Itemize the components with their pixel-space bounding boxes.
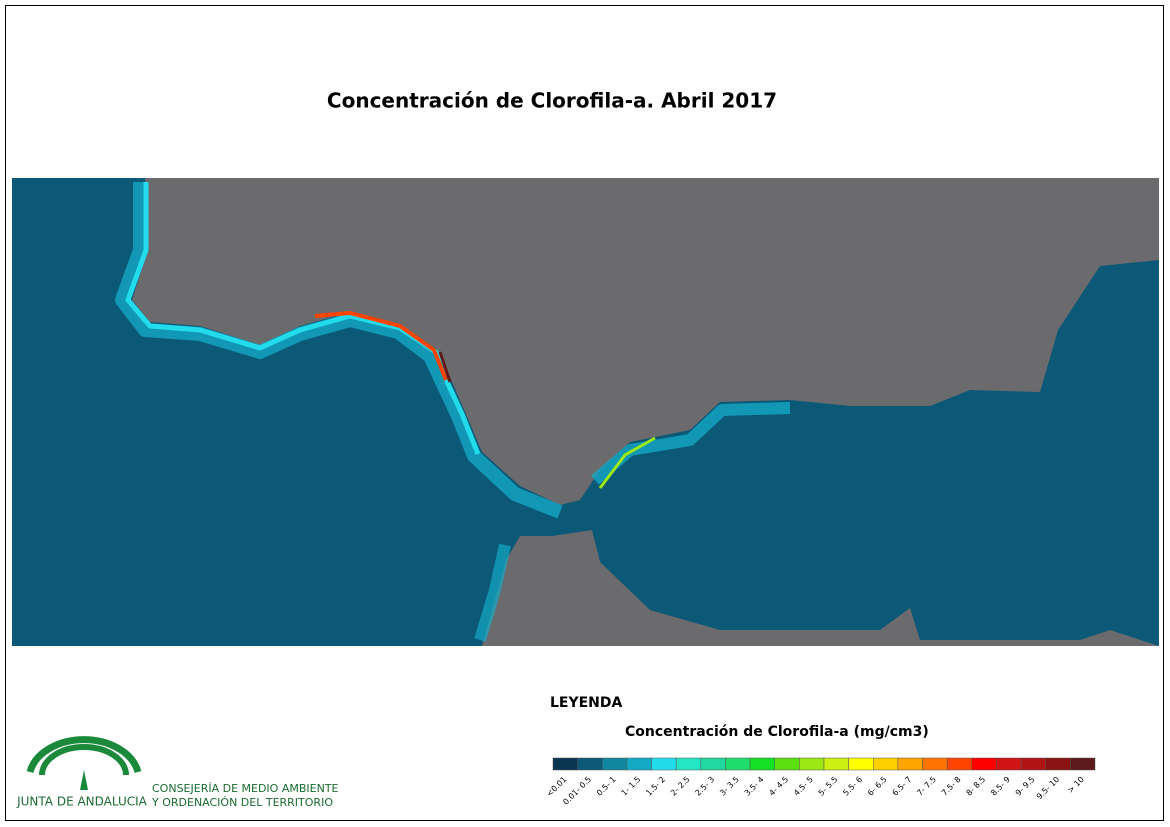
coastal-band bbox=[598, 436, 656, 489]
legend-subtitle: Concentración de Clorofila-a (mg/cm3) bbox=[625, 724, 929, 740]
legend-swatch bbox=[1020, 757, 1046, 771]
logo-department: CONSEJERÍA DE MEDIO AMBIENTE bbox=[152, 782, 339, 795]
legend-swatch bbox=[626, 757, 652, 771]
coastal-band bbox=[125, 182, 481, 455]
map-title: Concentración de Clorofila-a. Abril 2017 bbox=[327, 89, 777, 113]
legend-swatch bbox=[1070, 757, 1096, 771]
logo: JUNTA DE ANDALUCIA CONSEJERÍA DE MEDIO A… bbox=[16, 736, 339, 809]
logo-department: Y ORDENACIÓN DEL TERRITORIO bbox=[151, 796, 333, 809]
legend-swatch bbox=[946, 757, 973, 771]
sea bbox=[12, 178, 1159, 646]
legend-swatch bbox=[675, 757, 702, 771]
legend-swatch bbox=[897, 757, 923, 771]
legend-swatch bbox=[725, 757, 751, 771]
coastal-band bbox=[314, 311, 448, 381]
coastal-band bbox=[438, 351, 452, 383]
legend-swatch bbox=[873, 757, 899, 771]
legend-swatch bbox=[774, 757, 800, 771]
legend-swatch bbox=[651, 757, 677, 771]
legend-swatch bbox=[577, 757, 603, 771]
legend-swatch bbox=[1045, 757, 1071, 771]
legend-heading: LEYENDA bbox=[550, 695, 623, 711]
map bbox=[12, 178, 1159, 646]
legend-swatch bbox=[700, 757, 726, 771]
legend-swatch bbox=[602, 757, 628, 771]
legend-swatch bbox=[996, 757, 1022, 771]
legend-swatch bbox=[749, 757, 775, 771]
legend-swatch bbox=[552, 757, 578, 771]
legend-swatch bbox=[823, 757, 849, 771]
legend-swatch bbox=[971, 757, 997, 771]
legend-swatch bbox=[922, 757, 948, 771]
logo-name: JUNTA DE ANDALUCIA bbox=[16, 795, 148, 809]
coastal-band bbox=[115, 182, 563, 519]
logo-arc bbox=[26, 736, 142, 774]
logo-column bbox=[80, 770, 88, 790]
coastal-band bbox=[474, 543, 511, 642]
legend-swatch bbox=[799, 757, 825, 771]
logo-arc bbox=[39, 744, 129, 776]
legend-swatch bbox=[848, 757, 874, 771]
coastal-band bbox=[591, 402, 791, 485]
